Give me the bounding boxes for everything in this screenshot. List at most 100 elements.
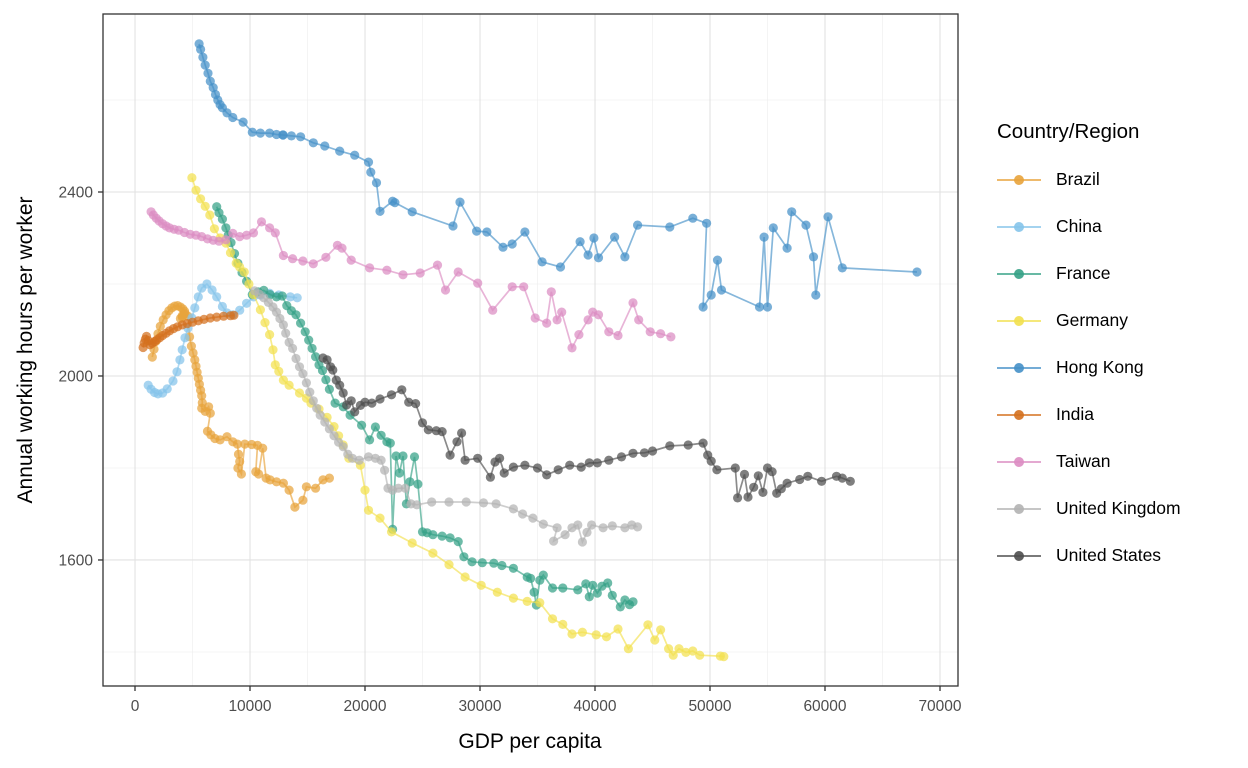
- data-point-taiwan: [221, 235, 231, 245]
- data-point-france: [405, 477, 415, 487]
- data-point-france: [592, 588, 602, 598]
- data-point-taiwan: [604, 327, 614, 337]
- x-tick-label: 50000: [688, 698, 731, 715]
- data-point-china: [177, 345, 187, 355]
- data-point-germany: [695, 650, 705, 660]
- data-point-hong-kong: [350, 150, 360, 160]
- data-point-united-states: [576, 462, 586, 472]
- legend-dot-icon: [1014, 268, 1024, 279]
- data-point-brazil: [284, 485, 294, 495]
- legend-item-label: China: [1056, 216, 1102, 236]
- data-point-germany: [209, 224, 219, 234]
- data-point-taiwan: [278, 250, 288, 261]
- data-point-germany: [407, 538, 417, 548]
- y-tick-label: 2400: [59, 185, 94, 202]
- series-line-germany: [191, 177, 724, 658]
- data-point-brazil: [324, 473, 334, 483]
- data-point-united-states: [647, 446, 658, 456]
- data-point-china: [292, 293, 302, 303]
- x-tick-label: 70000: [918, 698, 961, 715]
- legend-dot-icon: [1014, 221, 1024, 232]
- data-point-united-kingdom: [573, 520, 583, 530]
- data-point-france: [317, 365, 328, 376]
- data-point-brazil: [205, 408, 215, 418]
- legend-dot-icon: [1014, 409, 1024, 420]
- data-point-united-states: [817, 476, 827, 486]
- data-point-united-states: [616, 452, 627, 462]
- data-point-hong-kong: [823, 212, 833, 222]
- data-point-taiwan: [453, 267, 463, 277]
- data-point-taiwan: [242, 230, 252, 240]
- data-point-france: [547, 583, 558, 593]
- data-point-united-kingdom: [587, 520, 597, 530]
- data-point-germany: [476, 580, 486, 590]
- data-point-france: [330, 398, 340, 408]
- data-point-hong-kong: [702, 218, 712, 228]
- data-point-china: [172, 367, 182, 377]
- data-point-united-kingdom: [308, 396, 318, 406]
- data-point-germany: [284, 380, 294, 390]
- data-point-united-kingdom: [329, 431, 339, 441]
- data-point-france: [445, 533, 455, 543]
- data-point-united-states: [328, 365, 338, 375]
- data-point-china: [162, 384, 172, 394]
- data-point-hong-kong: [255, 128, 265, 138]
- data-point-germany: [681, 647, 691, 658]
- data-point-germany: [460, 572, 470, 582]
- series-india: [138, 310, 239, 353]
- data-point-united-states: [495, 453, 505, 463]
- data-point-taiwan: [365, 263, 375, 273]
- data-point-taiwan: [552, 315, 562, 325]
- data-point-hong-kong: [375, 206, 385, 216]
- legend-item-united-states: United States: [997, 544, 1181, 567]
- data-point-hong-kong: [455, 197, 465, 207]
- data-point-united-states: [739, 469, 750, 479]
- data-point-taiwan: [583, 315, 593, 325]
- data-point-united-kingdom: [354, 455, 364, 465]
- data-point-united-kingdom: [598, 523, 608, 533]
- data-point-france: [459, 552, 469, 562]
- data-point-taiwan: [337, 243, 347, 253]
- data-point-united-states: [437, 427, 447, 437]
- data-point-taiwan: [321, 252, 331, 262]
- data-point-china: [207, 285, 217, 295]
- data-point-taiwan: [666, 332, 676, 342]
- data-point-germany: [205, 210, 215, 220]
- legend-dot-icon: [1014, 174, 1024, 185]
- data-point-france: [296, 318, 306, 328]
- data-point-france: [391, 451, 401, 461]
- data-point-united-states: [795, 474, 805, 485]
- data-point-france: [607, 590, 617, 601]
- data-point-united-kingdom: [294, 362, 305, 372]
- data-point-taiwan: [593, 310, 604, 320]
- data-point-hong-kong: [247, 127, 257, 137]
- data-point-hong-kong: [200, 60, 210, 70]
- data-point-india: [219, 311, 229, 321]
- legend-item-hong-kong: Hong Kong: [997, 356, 1181, 379]
- y-tick-label: 1600: [59, 552, 94, 569]
- legend-dot-icon: [1014, 503, 1024, 514]
- data-point-united-kingdom: [427, 497, 437, 507]
- legend-item-label: France: [1056, 263, 1111, 283]
- data-point-hong-kong: [583, 250, 593, 260]
- data-point-taiwan: [574, 330, 584, 340]
- data-point-united-states: [803, 471, 813, 481]
- data-point-china: [212, 292, 222, 302]
- data-point-france: [508, 563, 518, 573]
- series-taiwan: [146, 207, 676, 353]
- data-point-taiwan: [542, 318, 552, 328]
- data-point-france: [300, 327, 310, 337]
- data-point-hong-kong: [472, 226, 482, 236]
- data-point-germany: [650, 635, 660, 645]
- data-point-united-kingdom: [305, 387, 315, 397]
- data-point-hong-kong: [296, 132, 306, 142]
- data-point-united-kingdom: [560, 530, 570, 540]
- data-point-germany: [428, 548, 438, 558]
- data-point-united-states: [592, 458, 602, 468]
- data-point-united-kingdom: [301, 378, 311, 388]
- data-point-china: [285, 292, 295, 302]
- data-point-hong-kong: [363, 157, 374, 167]
- data-point-hong-kong: [768, 223, 778, 233]
- data-point-united-states: [367, 398, 377, 408]
- data-point-united-states: [542, 470, 552, 480]
